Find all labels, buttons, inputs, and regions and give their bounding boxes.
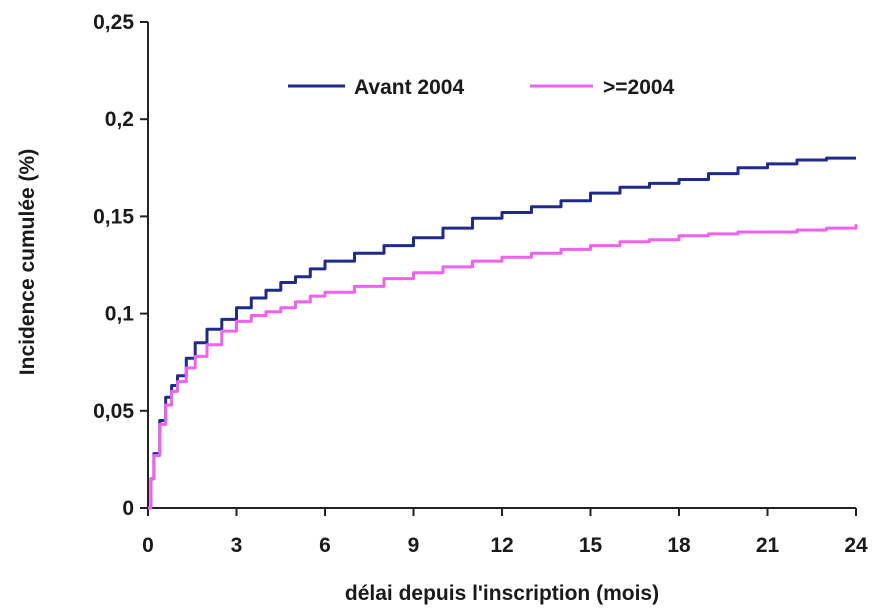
- x-axis-title: délai depuis l'inscription (mois): [345, 582, 659, 605]
- series-line-0: [148, 156, 856, 510]
- y-tick-label: 0,2: [105, 108, 134, 131]
- y-tick-label: 0: [122, 497, 134, 520]
- legend-label-avant-2004: Avant 2004: [354, 76, 464, 99]
- y-tick-label: 0,15: [93, 205, 134, 228]
- x-tick-label: 6: [319, 534, 331, 557]
- y-tick-label: 0,25: [93, 11, 134, 34]
- x-tick-label: 3: [231, 534, 243, 557]
- y-tick-label: 0,1: [105, 303, 135, 326]
- legend-label-2004-and-after: >=2004: [603, 76, 675, 99]
- x-tick-label: 0: [142, 534, 154, 557]
- x-tick-label: 21: [756, 534, 780, 557]
- series-layer: [148, 156, 858, 510]
- x-tick-label: 24: [844, 534, 868, 557]
- x-tick-label: 9: [408, 534, 420, 557]
- y-tick-label: 0,05: [93, 400, 134, 423]
- x-tick-label: 12: [490, 534, 513, 557]
- axes: 0 0,05 0,1 0,15 0,2 0,25 0 3 6 9 12 15 18 21 24: [93, 11, 868, 557]
- x-tick-label: 18: [667, 534, 691, 557]
- y-axis-title: Incidence cumulée (%): [16, 149, 39, 375]
- x-tick-label: 15: [579, 534, 603, 557]
- legend: Avant 2004 >=2004: [288, 76, 675, 99]
- series-line-1: [148, 224, 858, 510]
